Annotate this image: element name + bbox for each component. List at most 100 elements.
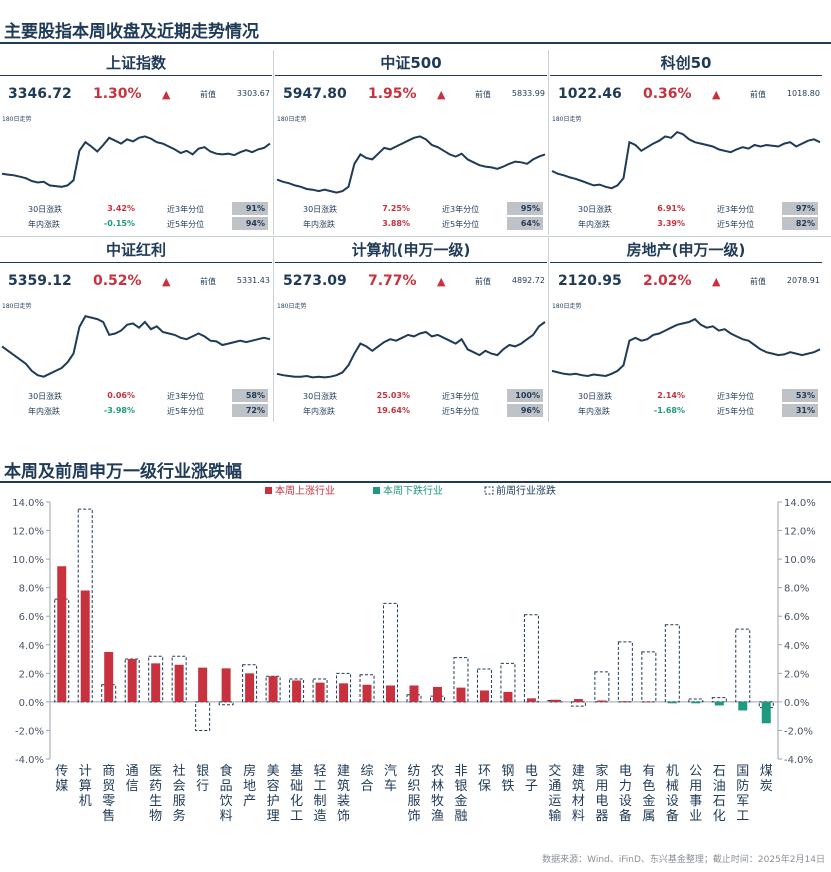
stat-label: 30日涨跌: [578, 392, 613, 401]
change-value: 7.77%: [368, 273, 417, 289]
up-arrow-icon: ▲: [437, 88, 446, 101]
category-label: 商贸零售: [102, 764, 115, 824]
panel-title-line: [0, 262, 272, 263]
spark-label: 180日走势: [2, 303, 32, 310]
close-value: 5947.80: [283, 86, 347, 102]
prev-value: 3303.67: [236, 89, 270, 98]
category-label: 建筑装饰: [337, 764, 350, 824]
current-week-bar: [432, 686, 442, 702]
panel-title: 科创50: [660, 54, 712, 72]
prev-week-bar: [77, 508, 93, 703]
stat-row: 30日涨跌 3.42% 近3年分位 91%: [0, 202, 272, 216]
current-week-bar: [761, 701, 771, 724]
page-title: 主要股指本周收盘及近期走势情况: [4, 22, 259, 42]
percentile-label: 近3年分位: [717, 392, 755, 401]
category-label: 计算机: [79, 764, 92, 809]
prev-week-bar: [453, 657, 469, 703]
stat-value: 3.39%: [657, 219, 685, 228]
percentile-label: 近3年分位: [717, 205, 755, 214]
prev-week-bar: [476, 668, 492, 703]
stat-row: 年内涨跌 3.39% 近5年分位 82%: [550, 217, 822, 231]
prev-value: 4892.72: [511, 276, 545, 285]
percentile-label: 近3年分位: [442, 392, 480, 401]
y-tick-label: -2.0%: [15, 726, 44, 737]
panel-title: 计算机(申万一级): [351, 241, 471, 259]
current-week-bar: [597, 700, 607, 702]
category-label: 公用事业: [689, 764, 702, 824]
current-week-bar: [409, 685, 419, 702]
percentile-label: 近5年分位: [167, 407, 205, 416]
stat-value: 3.42%: [107, 204, 135, 213]
y-tick-label: 14.0%: [12, 498, 44, 509]
panel-title: 房地产(申万一级): [626, 241, 746, 259]
stat-label: 30日涨跌: [28, 205, 63, 214]
category-label: 基础化工: [290, 764, 303, 824]
prev-week-bar: [336, 672, 352, 703]
stat-value: 19.64%: [376, 406, 410, 415]
change-value: 0.52%: [93, 273, 142, 289]
current-week-bar: [550, 699, 560, 702]
category-label: 汽车: [384, 764, 397, 794]
percentile-label: 近5年分位: [442, 220, 480, 229]
percentile-value: 72%: [232, 404, 268, 417]
change-value: 1.95%: [368, 86, 417, 102]
sparkline: [276, 135, 546, 194]
y-tick-label: 4.0%: [784, 641, 809, 652]
prev-week-bar: [523, 614, 539, 703]
prev-value: 2078.91: [786, 276, 820, 285]
legend-prev-swatch: [484, 486, 494, 495]
close-value: 2120.95: [558, 273, 622, 289]
stat-label: 年内涨跌: [303, 407, 335, 416]
category-label: 电子: [525, 764, 538, 794]
current-week-bar: [245, 673, 255, 702]
source-note: 数据来源：Wind、iFinD、东兴基金整理；截止时间：2025年2月14日: [542, 855, 825, 865]
legend-down-label: 本周下跌行业: [383, 484, 443, 497]
close-value: 1022.46: [558, 86, 622, 102]
stat-row: 年内涨跌 -0.15% 近5年分位 94%: [0, 217, 272, 231]
category-label: 纺织服饰: [407, 764, 420, 824]
category-label: 环保: [478, 764, 491, 794]
stat-value: 2.14%: [657, 391, 685, 400]
spark-label: 180日走势: [552, 303, 582, 310]
category-label: 农林牧渔: [431, 764, 444, 824]
percentile-value: 100%: [507, 389, 543, 402]
stat-value: -3.98%: [103, 406, 135, 415]
category-label: 房地产: [243, 763, 256, 809]
sparkline: [551, 130, 821, 190]
prev-week-bar: [594, 671, 610, 703]
up-arrow-icon: ▲: [162, 275, 171, 288]
sparkline: [551, 317, 821, 378]
spark-label: 180日走势: [2, 116, 32, 123]
title-underline: [0, 42, 831, 44]
panel-title: 上证指数: [105, 54, 166, 72]
spark-label: 180日走势: [277, 116, 307, 123]
stat-value: -1.68%: [653, 406, 685, 415]
change-value: 1.30%: [93, 86, 142, 102]
stat-row: 年内涨跌 3.88% 近5年分位 64%: [275, 217, 547, 231]
prev-week-bar: [289, 678, 305, 703]
spark-label: 180日走势: [552, 116, 582, 123]
percentile-value: 31%: [782, 404, 818, 417]
y-tick-label: 8.0%: [19, 584, 44, 595]
category-label: 有色金属: [642, 764, 655, 824]
prev-week-bar: [735, 628, 751, 703]
current-week-bar: [503, 691, 513, 702]
stat-value: 3.88%: [382, 219, 410, 228]
category-label: 美容护理: [267, 764, 280, 824]
prev-week-bar: [171, 655, 187, 703]
percentile-value: 64%: [507, 217, 543, 230]
panel-title: 中证红利: [105, 241, 166, 259]
prev-value: 5833.99: [511, 89, 545, 98]
category-label: 轻工制造: [314, 764, 327, 824]
panel-divider: [273, 50, 274, 235]
index-panel: 科创50 1022.46 0.36% ▲ 前值 1018.80 180日走势 30日涨跌 6.9…: [550, 50, 822, 230]
y-tick-label: 12.0%: [784, 527, 816, 538]
stat-row: 年内涨跌 -1.68% 近5年分位 31%: [550, 404, 822, 418]
stat-value: 7.25%: [382, 204, 410, 213]
sparkline: [1, 135, 271, 188]
stat-label: 30日涨跌: [303, 205, 338, 214]
category-label: 石油石化: [713, 764, 726, 824]
current-week-bar: [526, 698, 536, 702]
sparkline-chart: [551, 317, 821, 378]
prev-week-bar: [148, 655, 164, 703]
